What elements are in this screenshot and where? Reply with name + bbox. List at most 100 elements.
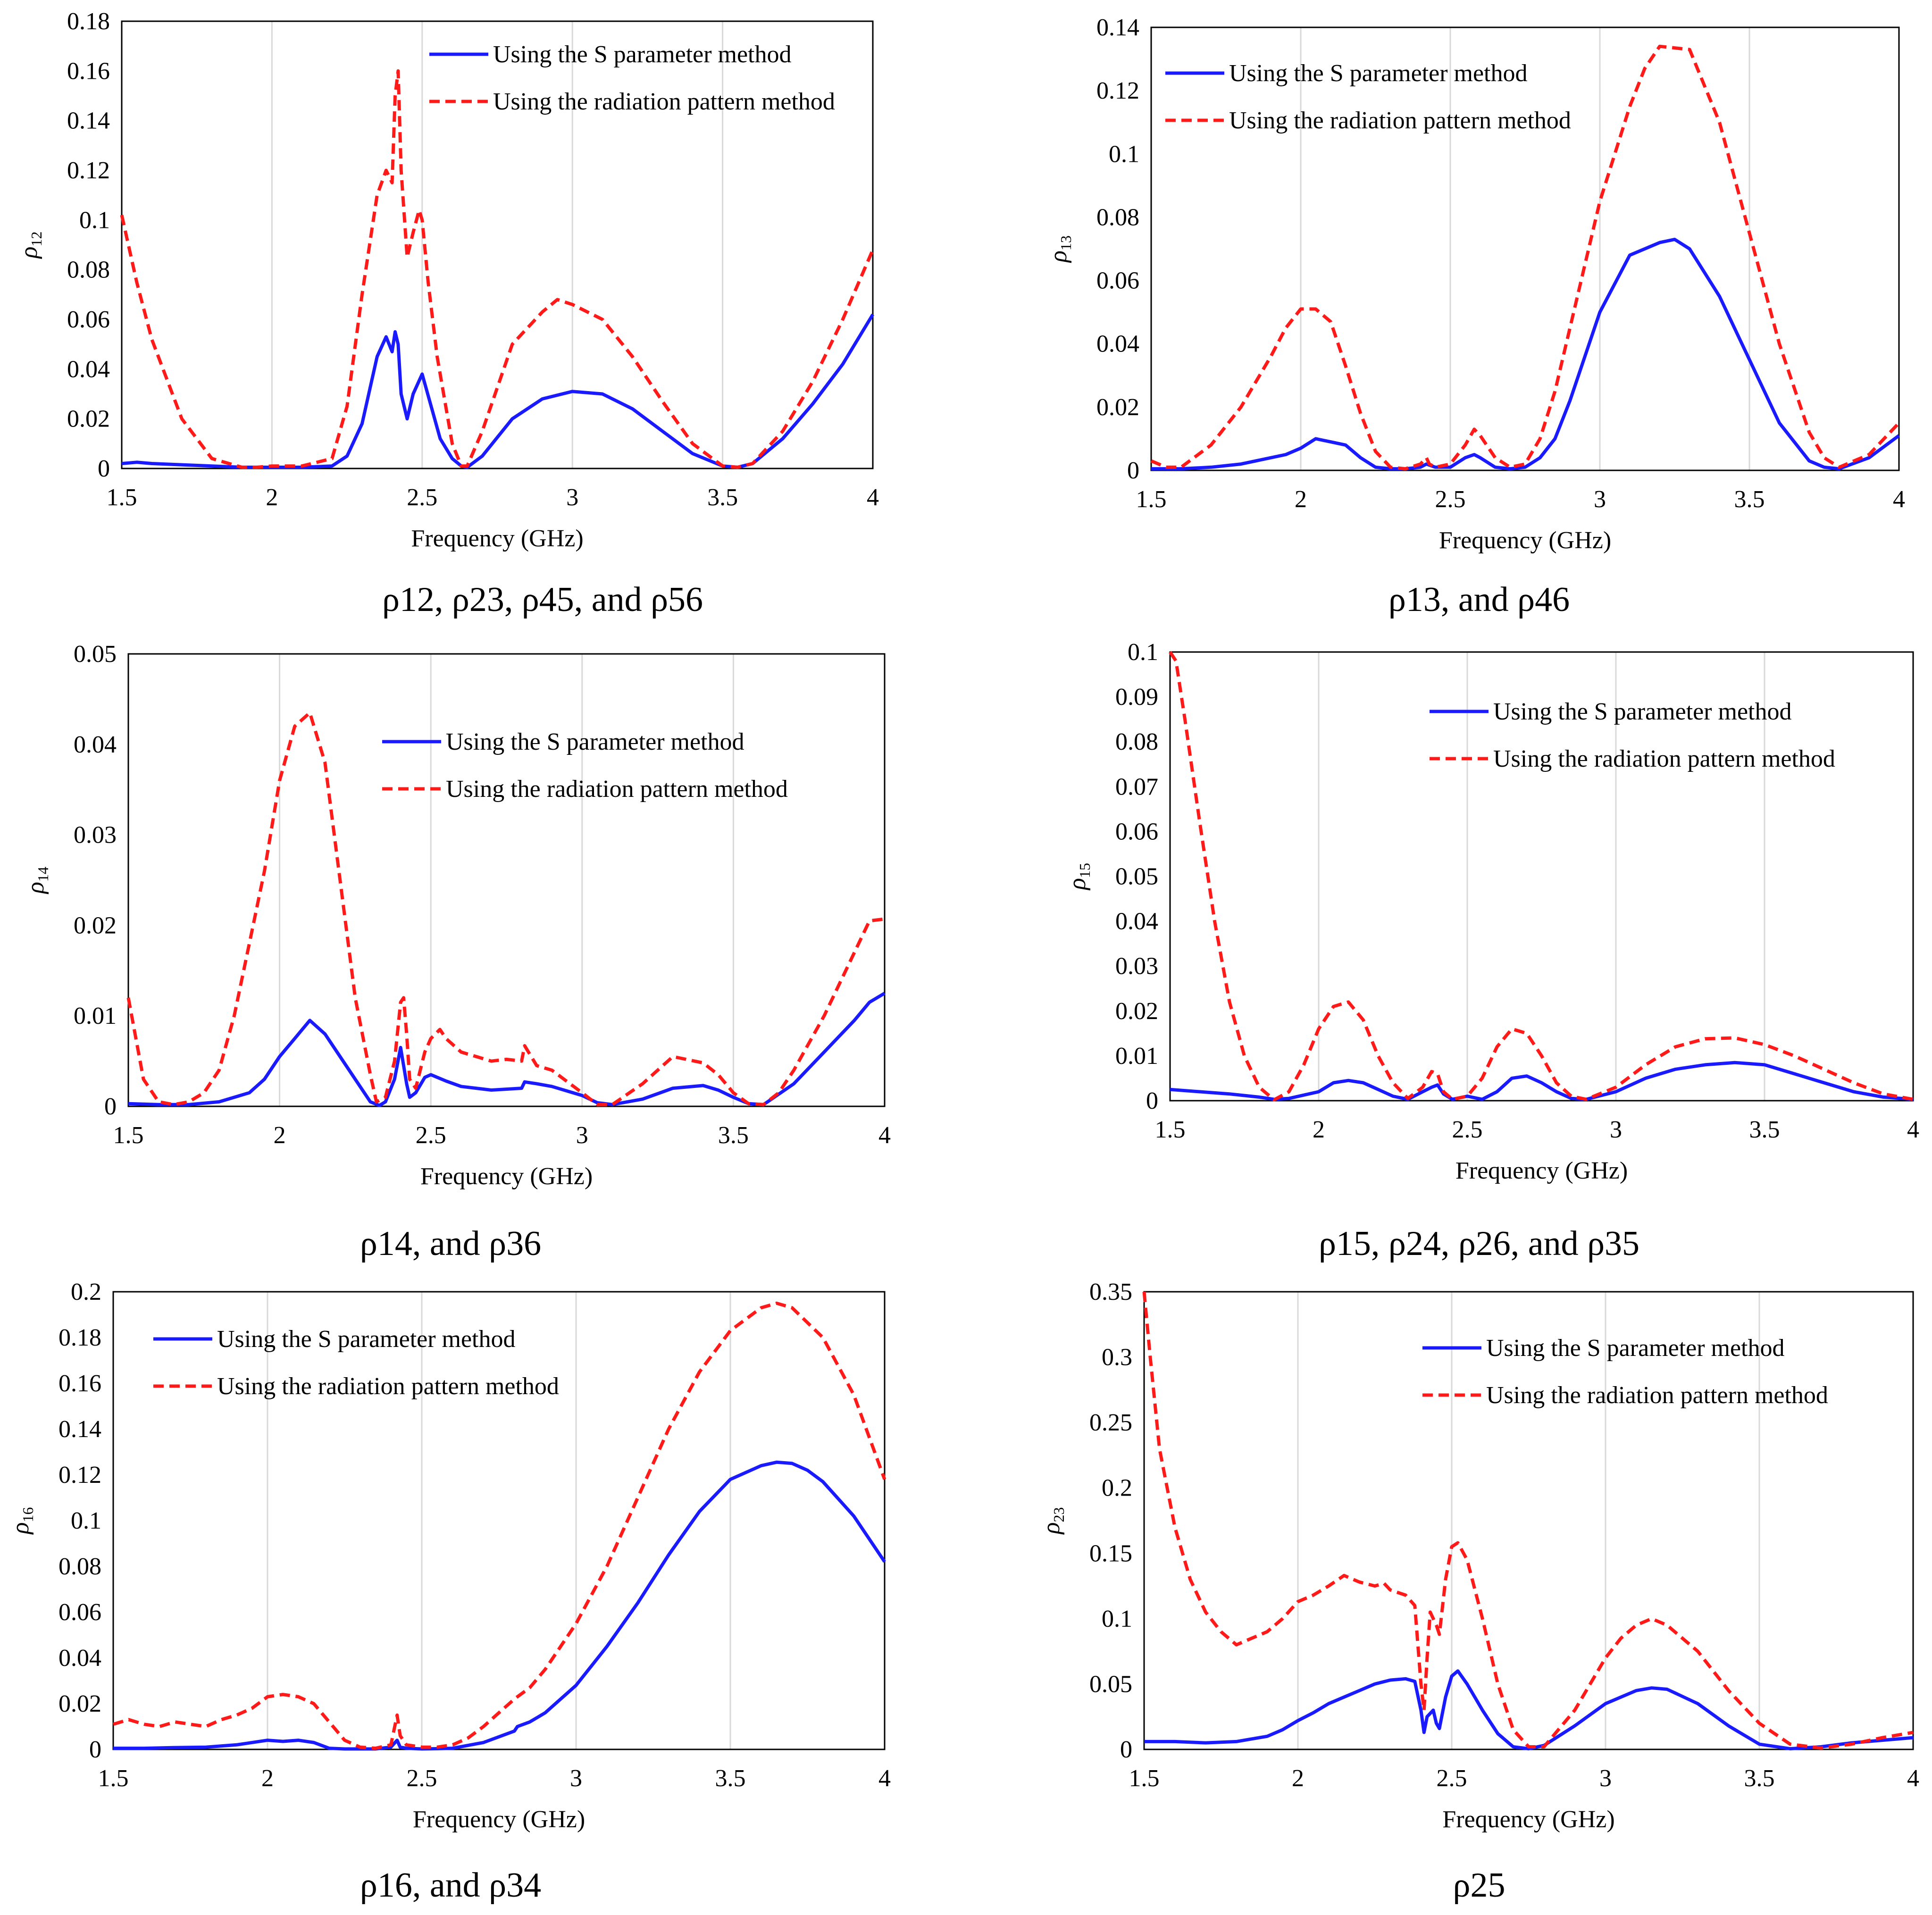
chart-caption: ρ15, ρ24, ρ26, and ρ35 (1319, 1224, 1639, 1263)
y-tick-label: 0.04 (67, 356, 110, 383)
legend-label: Using the radiation pattern method (217, 1373, 559, 1400)
plot-frame (1150, 26, 1900, 471)
y-tick-label: 0.1 (79, 207, 110, 234)
x-tick-label: 2 (1295, 486, 1307, 513)
x-axis-label: Frequency (GHz) (1455, 1157, 1628, 1184)
chart-caption: ρ12, ρ23, ρ45, and ρ56 (382, 580, 703, 619)
x-axis-label: Frequency (GHz) (1439, 527, 1611, 554)
x-tick-label: 2 (1313, 1116, 1325, 1143)
legend-label: Using the S parameter method (446, 728, 744, 755)
legend: Using the S parameter method Using the ra… (153, 1326, 559, 1400)
y-tick-label: 0.02 (1096, 394, 1139, 421)
y-axis-subscript: 15 (1076, 863, 1093, 878)
x-tick-label: 3.5 (707, 484, 738, 511)
y-tick-label: 0.1 (1128, 639, 1158, 666)
y-tick-label: 0 (1120, 1736, 1132, 1763)
y-tick-label: 0.1 (71, 1507, 101, 1534)
y-tick-label: 0.06 (1096, 268, 1139, 294)
x-axis-label: Frequency (GHz) (1442, 1806, 1614, 1833)
y-axis-subscript: 23 (1050, 1507, 1067, 1522)
y-tick-label: 0.04 (74, 731, 117, 758)
y-tick-label: 0.06 (1115, 818, 1158, 845)
x-tick-label: 3.5 (718, 1122, 749, 1149)
y-tick-label: 0.25 (1089, 1409, 1132, 1436)
legend-label: Using the radiation pattern method (446, 776, 788, 803)
x-tick-label: 2.5 (1437, 1765, 1467, 1792)
x-tick-label: 1.5 (113, 1122, 144, 1149)
x-tick-label: 1.5 (98, 1765, 129, 1792)
y-axis-label: ρ12 (16, 232, 45, 259)
y-tick-label: 0.12 (59, 1462, 101, 1489)
y-tick-label: 0.12 (1096, 77, 1139, 104)
chart-caption: ρ14, and ρ36 (360, 1224, 541, 1263)
plot-frame (1169, 651, 1914, 1102)
y-tick-label: 0.08 (1096, 204, 1139, 231)
legend-label: Using the radiation pattern method (493, 88, 835, 115)
series-line-radiation-pattern (1169, 651, 1914, 1102)
y-tick-label: 0.35 (1089, 1279, 1132, 1305)
y-tick-label: 0.1 (1102, 1606, 1132, 1632)
legend-label: Using the radiation pattern method (1493, 745, 1835, 772)
y-axis-symbol: ρ (1064, 878, 1091, 891)
series-line-radiation-pattern (112, 1301, 887, 1750)
y-axis-symbol: ρ (1038, 1522, 1065, 1535)
x-tick-label: 4 (878, 1765, 891, 1792)
y-tick-label: 0.08 (59, 1553, 101, 1580)
chart-rho16: 1.5 2 2.5 3 3.5 4 0 0.02 0.04 0.06 0.08 0.1 0.12 0.14… (7, 1279, 891, 1905)
y-axis-subscript: 12 (28, 232, 45, 247)
y-tick-label: 0.12 (67, 157, 110, 184)
x-tick-label: 2.5 (407, 1765, 437, 1792)
y-axis-label: ρ16 (7, 1507, 36, 1535)
plot-frame (127, 653, 886, 1107)
chart-rho25: 1.5 2 2.5 3 3.5 4 0 0.05 0.1 0.15 0.2 0.25 0.3 0.35 Fr… (1038, 1279, 1919, 1905)
chart-caption: ρ25 (1453, 1866, 1505, 1905)
x-tick-label: 3 (1599, 1765, 1612, 1792)
y-tick-label: 0.16 (67, 58, 110, 84)
x-tick-label: 4 (867, 484, 879, 511)
x-tick-label: 3 (1610, 1116, 1622, 1143)
plot-frame (112, 1291, 886, 1750)
series-line-radiation-pattern (120, 69, 875, 469)
y-tick-label: 0.01 (74, 1003, 117, 1029)
y-tick-label: 0.05 (1115, 863, 1158, 890)
y-tick-label: 0.14 (67, 108, 110, 134)
y-tick-label: 0.2 (1102, 1475, 1132, 1502)
y-tick-label: 0.06 (67, 306, 110, 333)
x-tick-label: 3.5 (1734, 486, 1765, 513)
x-tick-label: 3 (1594, 486, 1606, 513)
legend-label: Using the S parameter method (1486, 1335, 1785, 1362)
y-tick-label: 0.18 (67, 8, 110, 35)
y-axis-symbol: ρ (7, 1522, 34, 1535)
x-tick-label: 3.5 (1744, 1765, 1775, 1792)
y-tick-label: 0.14 (59, 1416, 101, 1443)
y-axis-symbol: ρ (22, 882, 49, 895)
y-tick-label: 0 (104, 1093, 117, 1120)
x-tick-label: 3 (570, 1765, 582, 1792)
x-tick-label: 2 (261, 1765, 274, 1792)
y-tick-label: 0.01 (1115, 1043, 1158, 1070)
chart-caption: ρ13, and ρ46 (1388, 580, 1570, 619)
y-tick-label: 0.06 (59, 1599, 101, 1626)
y-tick-label: 0.08 (67, 257, 110, 284)
series-line-s-parameter (113, 1460, 886, 1751)
chart-rho15: 1.5 2 2.5 3 3.5 4 0 0.01 0.02 0.03 0.04 0.05 0.06 0.0… (1064, 639, 1919, 1263)
y-tick-label: 0.02 (59, 1690, 101, 1717)
x-tick-label: 2.5 (1435, 486, 1466, 513)
chart-rho14: 1.5 2 2.5 3 3.5 4 0 0.01 0.02 0.03 0.04 0.05 Frequen… (22, 641, 891, 1263)
x-tick-label: 4 (1907, 1765, 1919, 1792)
legend-label: Using the S parameter method (493, 41, 792, 68)
series-line-s-parameter (1151, 237, 1900, 471)
x-tick-label: 2.5 (1452, 1116, 1483, 1143)
x-tick-label: 4 (1907, 1116, 1919, 1143)
y-tick-label: 0.04 (1096, 331, 1139, 358)
y-tick-label: 0.1 (1109, 141, 1139, 167)
series-line-radiation-pattern (1142, 1291, 1914, 1750)
x-tick-label: 1.5 (1136, 486, 1167, 513)
chart-rho12: 1.5 2 2.5 3 3.5 4 0 0.02 0.04 0.06 0.08 0.1 0.12 0.14… (16, 8, 879, 619)
y-axis-label: ρ14 (22, 867, 51, 895)
x-tick-label: 1.5 (1129, 1765, 1160, 1792)
y-tick-label: 0.02 (67, 406, 110, 433)
series-line-s-parameter (1170, 1061, 1914, 1101)
y-tick-label: 0.15 (1089, 1540, 1132, 1567)
